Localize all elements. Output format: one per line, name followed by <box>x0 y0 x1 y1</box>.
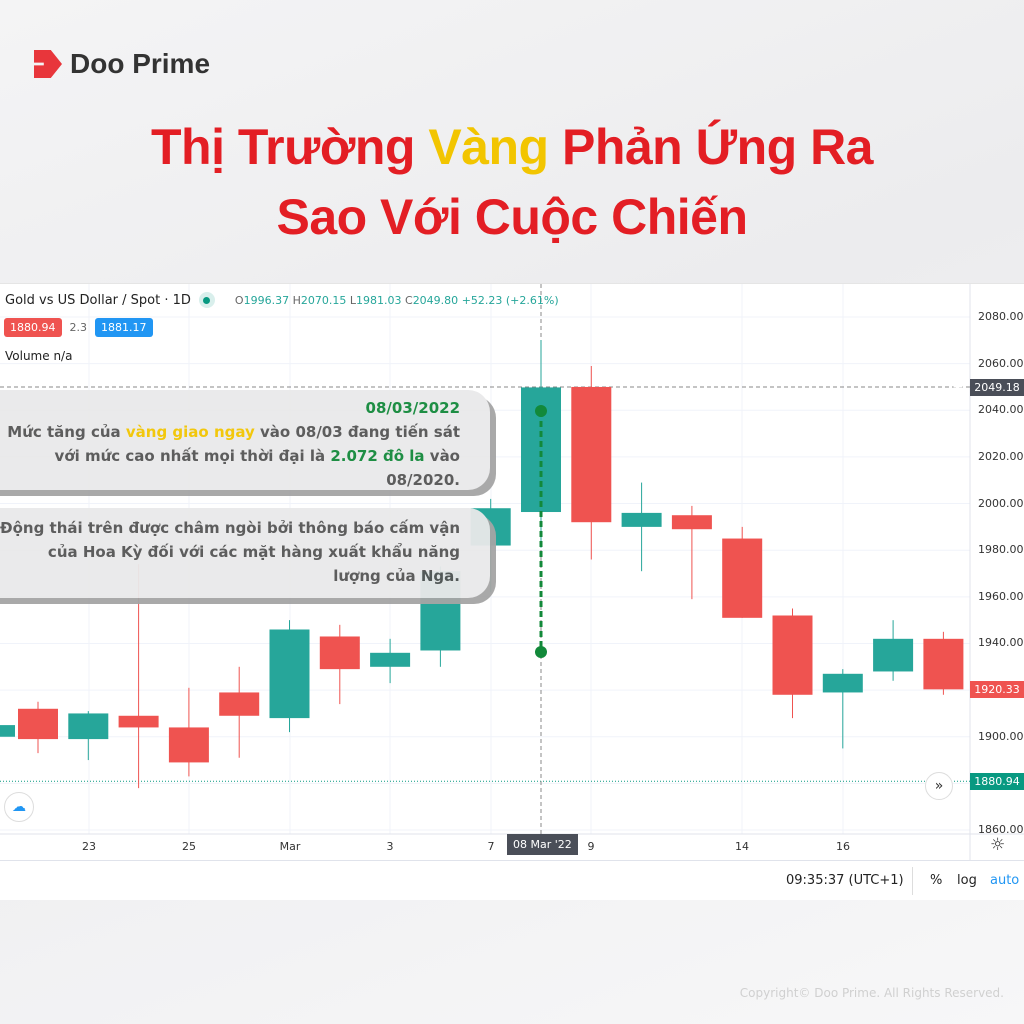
bid-ask: 1880.94 2.3 1881.17 <box>4 318 153 337</box>
price-tick: 1860.00 <box>978 823 1024 837</box>
candle-body <box>319 636 360 670</box>
clock: 09:35:37 (UTC+1) <box>786 873 904 888</box>
ohlc-values: O1996.37 H2070.15 L1981.03 C2049.80 +52.… <box>234 293 559 307</box>
title-part: Thị Trường <box>151 119 429 175</box>
candle-body <box>621 512 662 527</box>
date-tick: Mar <box>279 840 301 853</box>
bid-button[interactable]: 1880.94 <box>4 318 62 337</box>
crosshair-plus-icon: + <box>952 379 964 395</box>
tradingview-logo-icon[interactable]: ☁ <box>4 792 34 822</box>
callout-text: Động thái trên được châm ngòi bởi thông … <box>0 519 460 585</box>
candle-body <box>168 727 209 763</box>
last-price-label: 1920.33 <box>970 681 1024 698</box>
callout-sanctions: Động thái trên được châm ngòi bởi thông … <box>0 508 490 598</box>
callout-date: 08/03/2022 <box>365 399 460 417</box>
candle-body <box>923 638 964 690</box>
scroll-to-realtime-icon[interactable]: » <box>925 772 953 800</box>
spread: 2.3 <box>69 321 88 334</box>
date-tick: 14 <box>735 840 749 853</box>
bid-price-label: 1880.94 <box>970 773 1024 790</box>
selected-date-label: 08 Mar '22 <box>507 834 578 855</box>
price-tick: 1960.00 <box>978 589 1024 603</box>
candle-body <box>822 673 863 693</box>
annotation-dot-top <box>535 405 547 417</box>
price-tick: 2060.00 <box>978 356 1024 370</box>
doo-prime-logo-icon <box>34 50 62 78</box>
callout-gold-spot: 08/03/2022 Mức tăng của vàng giao ngay v… <box>0 390 490 490</box>
candle-body <box>219 692 260 716</box>
candle-body <box>68 713 109 740</box>
date-tick: 25 <box>182 840 196 853</box>
title-part: Phản Ứng Ra <box>548 119 874 175</box>
date-tick: 3 <box>386 840 394 853</box>
market-status-icon <box>198 292 215 308</box>
candle-body <box>370 652 411 667</box>
candle-body <box>571 386 612 523</box>
date-tick: 16 <box>836 840 850 853</box>
candle-body <box>18 708 58 740</box>
chart-bottom-toolbar: 09:35:37 (UTC+1) % log auto <box>0 860 1024 901</box>
auto-toggle[interactable]: auto <box>990 873 1020 888</box>
brand-name: Doo Prime <box>70 48 211 79</box>
percent-toggle[interactable]: % <box>930 873 943 888</box>
volume-legend: Volume n/a <box>5 349 73 363</box>
brand-logo: Doo Prime <box>34 48 210 80</box>
candle-body <box>118 715 159 728</box>
candle-body <box>772 615 813 695</box>
crosshair-price-label: 2049.18 <box>970 379 1024 396</box>
settings-gear-icon[interactable]: ☼ <box>990 835 1006 855</box>
price-tick: 2040.00 <box>978 403 1024 417</box>
symbol-label[interactable]: Gold vs US Dollar / Spot · 1D <box>5 292 191 308</box>
candle-body <box>671 515 712 530</box>
annotation-dot-bottom <box>535 646 547 658</box>
price-tick: 2000.00 <box>978 496 1024 510</box>
chart-legend: Gold vs US Dollar / Spot · 1D O1996.37 H… <box>5 292 559 308</box>
candle-body <box>0 725 15 737</box>
title-line2: Sao Với Cuộc Chiến <box>276 189 748 245</box>
candle-body <box>269 629 310 719</box>
price-tick: 1940.00 <box>978 636 1024 650</box>
ask-button[interactable]: 1881.17 <box>95 318 153 337</box>
page-title: Thị Trường Vàng Phản Ứng Ra Sao Với Cuộc… <box>0 112 1024 252</box>
date-tick: 9 <box>587 840 595 853</box>
title-highlight: Vàng <box>428 119 549 175</box>
divider <box>912 867 913 895</box>
log-toggle[interactable]: log <box>957 873 977 888</box>
date-tick: 23 <box>82 840 96 853</box>
copyright: Copyright© Doo Prime. All Rights Reserve… <box>739 986 1004 1000</box>
price-tick: 1980.00 <box>978 543 1024 557</box>
candle-body <box>722 538 763 618</box>
price-tick: 2080.00 <box>978 310 1024 323</box>
date-tick: 7 <box>487 840 495 853</box>
candle-body <box>873 638 914 672</box>
callout-text: Mức tăng của vàng giao ngay vào 08/03 đa… <box>7 423 460 489</box>
price-tick: 2020.00 <box>978 449 1024 463</box>
price-tick: 1900.00 <box>978 729 1024 743</box>
